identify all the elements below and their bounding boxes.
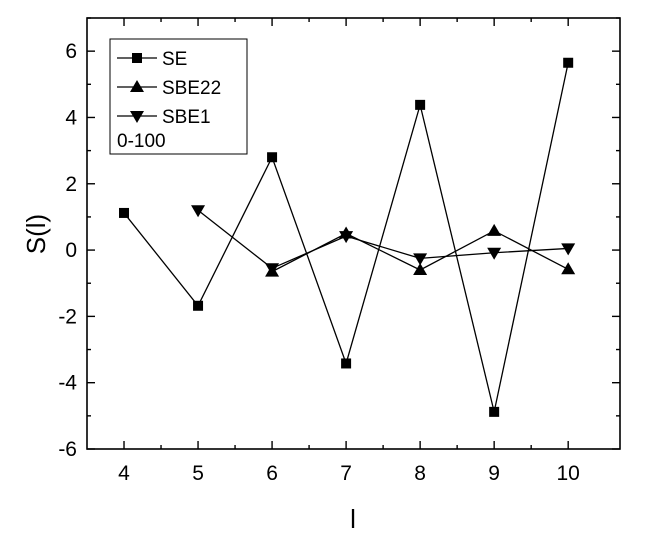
series-sbe1	[191, 205, 576, 276]
y-tick-label: 2	[65, 173, 77, 196]
x-tick-label: 5	[192, 462, 204, 485]
legend-entries: SE SBE22 SBE1	[117, 49, 221, 128]
data-point-se	[563, 57, 574, 68]
legend: SE SBE22 SBE1 0-100	[109, 38, 248, 155]
data-point-se	[267, 152, 278, 163]
data-point-sbe1	[413, 253, 428, 266]
data-point-sbe22	[413, 262, 428, 275]
data-point-se	[489, 406, 500, 417]
data-point-se	[415, 99, 426, 110]
series-se	[119, 57, 574, 417]
y-tick-label: -6	[58, 438, 77, 461]
data-point-sbe22	[561, 262, 576, 275]
y-tick-label: -2	[58, 305, 77, 328]
data-point-sbe22	[487, 223, 502, 236]
series-line-sbe1	[197, 209, 569, 270]
legend-annotation: 0-100	[117, 131, 166, 152]
x-tick-label: 6	[266, 462, 278, 485]
data-point-se	[119, 207, 130, 218]
data-point-sbe1	[265, 263, 280, 276]
data-point-sbe1	[487, 247, 502, 260]
data-point-sbe1	[561, 243, 576, 256]
plot-frame	[86, 17, 621, 450]
legend-label-sbe1: SBE1	[162, 107, 211, 128]
data-point-sbe1	[339, 231, 354, 244]
x-tick-label: 4	[118, 462, 130, 485]
axis-ticks: 4 5 6 7 8 9 10 -6 -4 -2 0 2 4 6	[58, 17, 620, 485]
legend-label-se: SE	[162, 49, 187, 70]
legend-marker-sbe1	[130, 111, 144, 123]
y-axis-title: S(l)	[21, 214, 51, 254]
y-tick-label: 4	[65, 106, 77, 129]
legend-marker-sbe22	[130, 80, 144, 92]
data-point-se	[193, 300, 204, 311]
data-point-se	[341, 358, 352, 369]
x-axis-title: l	[350, 504, 356, 534]
x-tick-label: 8	[414, 462, 426, 485]
legend-marker-se	[132, 53, 142, 63]
x-tick-label: 10	[557, 462, 580, 485]
x-tick-label: 9	[488, 462, 500, 485]
x-tick-label: 7	[340, 462, 352, 485]
y-tick-label: -4	[58, 372, 77, 395]
data-point-sbe1	[191, 205, 206, 218]
legend-label-sbe22: SBE22	[162, 78, 221, 99]
y-tick-label: 6	[65, 40, 77, 63]
y-tick-label: 0	[65, 239, 77, 262]
series-layer	[119, 57, 576, 417]
